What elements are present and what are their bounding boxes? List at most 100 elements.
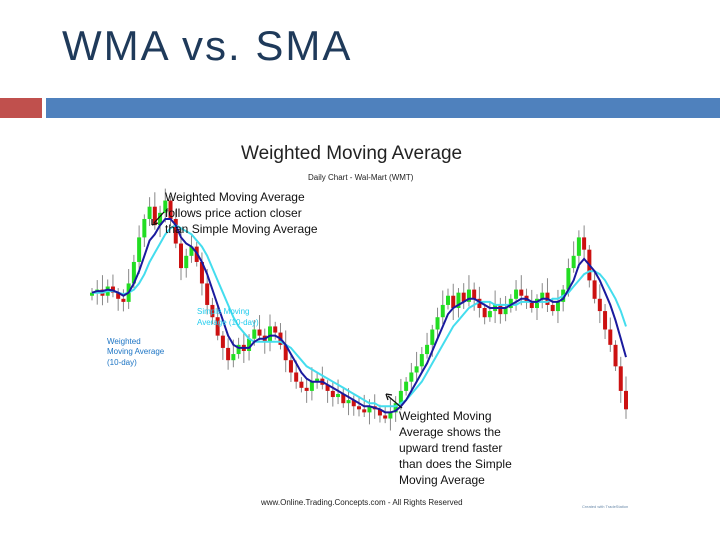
candle-body bbox=[357, 406, 361, 410]
candle-body bbox=[210, 304, 215, 318]
candle-body bbox=[592, 280, 597, 299]
candle-body bbox=[299, 381, 304, 388]
candle-body bbox=[571, 255, 576, 269]
candle-body bbox=[168, 200, 173, 219]
candle-body bbox=[351, 400, 356, 407]
candle-body bbox=[325, 384, 330, 391]
annotation-bottom-right-arrow bbox=[387, 395, 403, 409]
candle-body bbox=[116, 292, 121, 299]
chart-watermark: Created with TradeStation bbox=[582, 504, 628, 509]
candle-body bbox=[215, 317, 220, 336]
candle-body bbox=[137, 237, 142, 262]
candle-body bbox=[236, 344, 241, 355]
candle-body bbox=[613, 344, 618, 367]
candle-body bbox=[404, 381, 409, 391]
annotation-bottom-right-line-2: Average shows the bbox=[399, 425, 501, 439]
candle-body bbox=[163, 200, 168, 213]
candle-body bbox=[466, 289, 471, 302]
candle-body bbox=[283, 344, 288, 361]
wma-line bbox=[91, 218, 627, 414]
wma-label-line-1: Weighted bbox=[107, 337, 141, 346]
annotation-top-left-line-3: than Simple Moving Average bbox=[165, 222, 318, 236]
candle-body bbox=[226, 347, 231, 361]
candle-body bbox=[388, 412, 393, 419]
candle-body bbox=[608, 329, 613, 345]
candle-body bbox=[451, 295, 456, 309]
candle-body bbox=[398, 390, 403, 404]
candle-body bbox=[330, 390, 335, 398]
annotation-top-left-line-1: Weighted Moving Average bbox=[165, 190, 305, 204]
candle-body bbox=[487, 311, 492, 318]
candle-body bbox=[472, 289, 477, 299]
candle-body bbox=[184, 255, 189, 269]
candle-body bbox=[131, 261, 136, 284]
candle-body bbox=[257, 329, 262, 336]
candle-body bbox=[503, 308, 508, 315]
candle-body bbox=[477, 298, 482, 309]
candle-body bbox=[603, 311, 608, 330]
candle-body bbox=[514, 289, 519, 299]
candle-body bbox=[315, 378, 320, 382]
slide-title: WMA vs. SMA bbox=[62, 22, 353, 69]
annotation-bottom-right-arrowhead bbox=[385, 393, 393, 401]
candle-body bbox=[247, 338, 252, 351]
candle-body bbox=[519, 289, 524, 296]
candle-body bbox=[419, 354, 424, 367]
candle-body bbox=[341, 393, 346, 404]
candle-body bbox=[189, 246, 194, 256]
candle-body bbox=[535, 298, 539, 309]
candle-body bbox=[273, 326, 278, 333]
candle-body bbox=[597, 298, 602, 312]
candle-body bbox=[304, 387, 309, 391]
annotation-bottom-right-line-4: than does the Simple bbox=[399, 457, 512, 471]
chart-background bbox=[86, 128, 638, 513]
candle-body bbox=[430, 329, 435, 345]
candle-body bbox=[383, 415, 388, 419]
candle-body bbox=[288, 360, 293, 373]
candle-body bbox=[252, 329, 257, 339]
annotation-top-left-arrowhead bbox=[151, 219, 159, 226]
candle-body bbox=[566, 268, 571, 290]
candle-body bbox=[540, 292, 545, 299]
chart-footer: www.Online.Trading.Concepts.com - All Ri… bbox=[260, 498, 463, 507]
candle-body bbox=[90, 292, 94, 296]
candle-body bbox=[309, 381, 314, 391]
chart-title: Weighted Moving Average bbox=[241, 143, 462, 164]
candle-body bbox=[367, 406, 372, 413]
candle-body bbox=[158, 212, 163, 226]
candle-body bbox=[576, 237, 581, 256]
candle-body bbox=[147, 206, 152, 219]
candle-body bbox=[550, 304, 555, 312]
candle-body bbox=[121, 298, 126, 302]
candle-body bbox=[498, 304, 503, 315]
annotation-bottom-right-line-1: Weighted Moving bbox=[399, 409, 492, 423]
candle-body bbox=[555, 301, 560, 312]
candle-body bbox=[231, 354, 236, 361]
annotation-bottom-right-line-3: upward trend faster bbox=[399, 441, 502, 455]
annotation-top-left-arrow bbox=[153, 211, 165, 224]
candle-body bbox=[461, 292, 466, 302]
candle-body bbox=[425, 344, 430, 355]
candle-body bbox=[414, 366, 419, 373]
candle-body bbox=[624, 390, 628, 410]
candle-body bbox=[482, 308, 487, 318]
chart-subtitle: Daily Chart - Wal-Mart (WMT) bbox=[308, 173, 414, 182]
candle-body bbox=[435, 317, 440, 330]
candle-body bbox=[529, 301, 534, 309]
candle-body bbox=[142, 218, 147, 238]
candle-body bbox=[362, 409, 367, 413]
candle-body bbox=[508, 298, 513, 309]
candle-body bbox=[268, 326, 272, 342]
candle-body bbox=[173, 218, 178, 244]
candle-body bbox=[220, 335, 225, 348]
accent-bar-red bbox=[0, 98, 42, 118]
candle-body bbox=[582, 237, 587, 250]
wma-vs-sma-chart: Weighted Moving Average Daily Chart - Wa… bbox=[86, 128, 638, 513]
annotation-bottom-right: Weighted Moving Average shows the upward… bbox=[399, 409, 515, 487]
candle-body bbox=[346, 400, 351, 404]
wma-label-line-2: Moving Average bbox=[107, 347, 165, 356]
sma-label-line-2: Average (10-day) bbox=[197, 318, 259, 327]
candle-body bbox=[409, 372, 414, 382]
candle-body bbox=[456, 292, 461, 309]
annotation-top-left-line-2: follows price action closer bbox=[165, 206, 302, 220]
